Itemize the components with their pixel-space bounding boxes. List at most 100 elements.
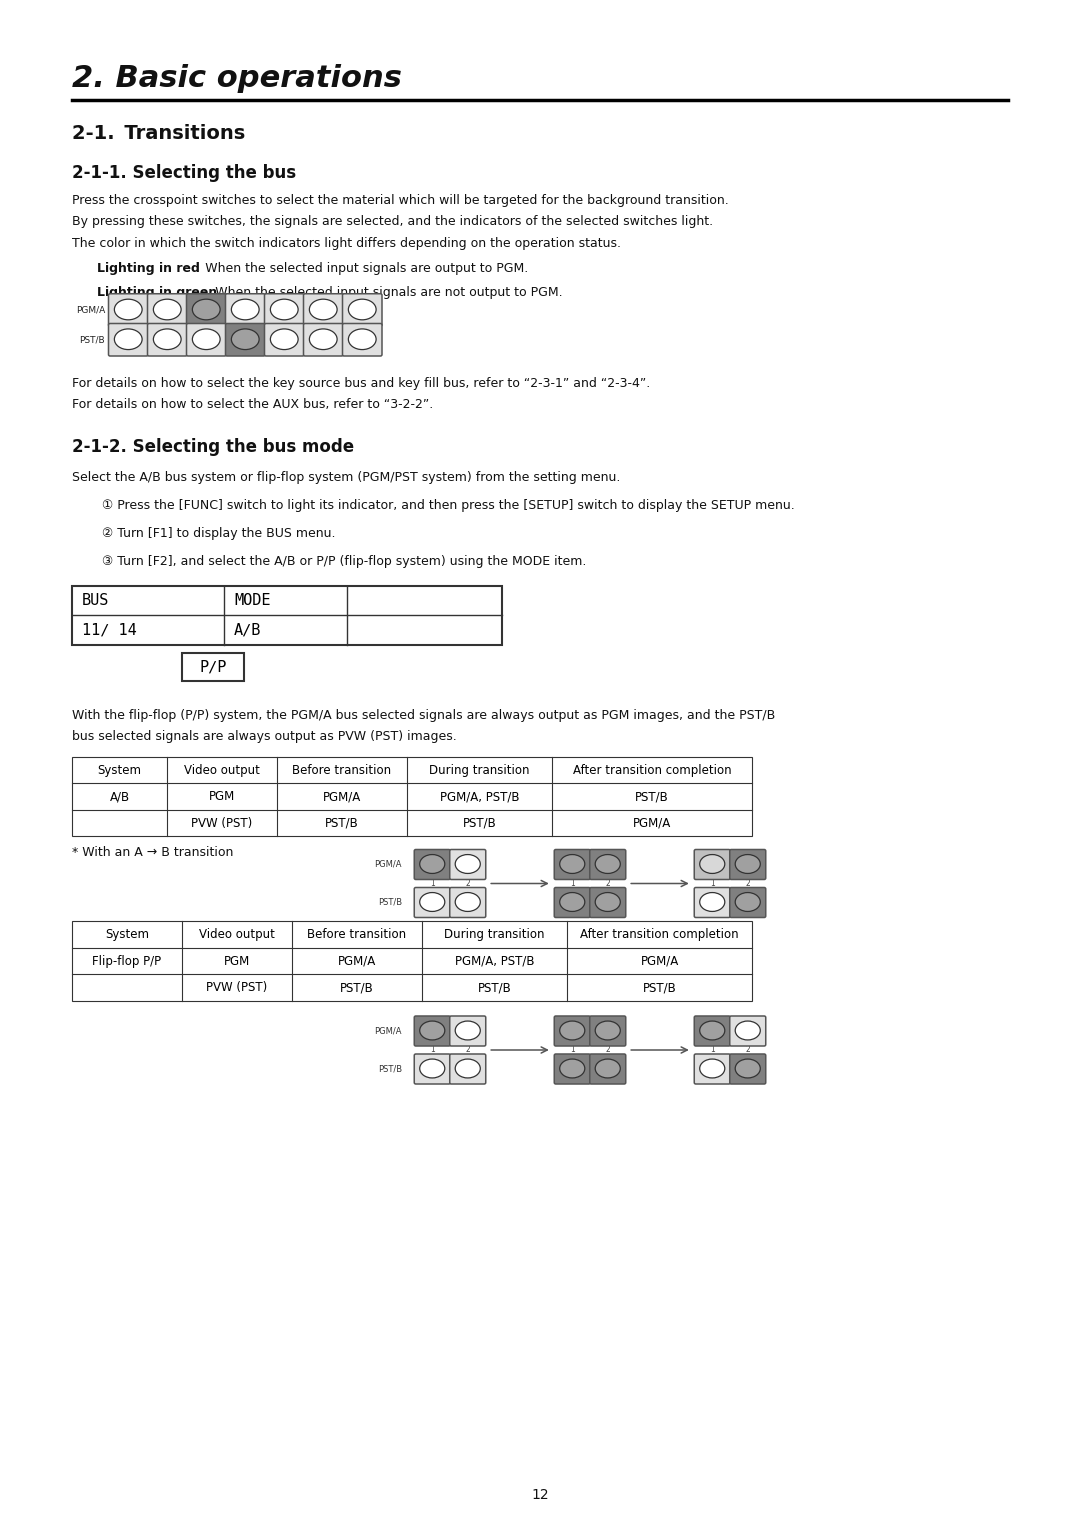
Ellipse shape xyxy=(231,329,259,349)
Text: 1: 1 xyxy=(710,879,715,888)
Text: A∕B: A∕B xyxy=(234,623,261,637)
FancyBboxPatch shape xyxy=(554,1055,591,1084)
Ellipse shape xyxy=(349,329,376,349)
Ellipse shape xyxy=(455,1021,481,1039)
FancyBboxPatch shape xyxy=(449,1055,486,1084)
Text: PGM/A: PGM/A xyxy=(323,791,361,803)
FancyBboxPatch shape xyxy=(449,887,486,917)
Ellipse shape xyxy=(559,855,584,873)
FancyBboxPatch shape xyxy=(148,294,187,326)
FancyBboxPatch shape xyxy=(415,849,450,879)
Ellipse shape xyxy=(270,299,298,320)
FancyBboxPatch shape xyxy=(730,887,766,917)
Text: 2: 2 xyxy=(606,1045,610,1055)
Text: 3: 3 xyxy=(203,328,210,337)
FancyBboxPatch shape xyxy=(694,1017,730,1045)
Text: :    When the selected input signals are output to PGM.: : When the selected input signals are ou… xyxy=(185,262,528,276)
Ellipse shape xyxy=(735,855,760,873)
Text: P∕P: P∕P xyxy=(200,660,227,675)
FancyBboxPatch shape xyxy=(590,849,625,879)
Ellipse shape xyxy=(231,299,259,320)
Ellipse shape xyxy=(309,329,337,349)
Text: 2-1. Transitions: 2-1. Transitions xyxy=(72,123,245,143)
FancyBboxPatch shape xyxy=(730,1017,766,1045)
Text: 5: 5 xyxy=(282,328,287,337)
Text: 2. Basic operations: 2. Basic operations xyxy=(72,64,402,93)
FancyBboxPatch shape xyxy=(108,294,148,326)
FancyBboxPatch shape xyxy=(415,887,450,917)
Text: * With an A → B transition: * With an A → B transition xyxy=(72,846,233,860)
FancyBboxPatch shape xyxy=(590,1055,625,1084)
Text: Flip-flop P/P: Flip-flop P/P xyxy=(93,954,162,968)
Text: PST/B: PST/B xyxy=(635,791,669,803)
FancyBboxPatch shape xyxy=(554,1017,591,1045)
Text: 2: 2 xyxy=(745,879,751,888)
Ellipse shape xyxy=(700,893,725,911)
Text: A/B: A/B xyxy=(109,791,130,803)
Text: PGM/A: PGM/A xyxy=(640,954,678,968)
Ellipse shape xyxy=(420,855,445,873)
Text: Press the crosspoint switches to select the material which will be targeted for : Press the crosspoint switches to select … xyxy=(72,194,729,207)
Text: During transition: During transition xyxy=(429,764,530,777)
Text: 4: 4 xyxy=(242,328,248,337)
Text: 11∕ 14: 11∕ 14 xyxy=(82,623,137,637)
Text: PGM/A, PST/B: PGM/A, PST/B xyxy=(440,791,519,803)
Ellipse shape xyxy=(735,893,760,911)
FancyBboxPatch shape xyxy=(449,849,486,879)
Ellipse shape xyxy=(270,329,298,349)
Text: bus selected signals are always output as PVW (PST) images.: bus selected signals are always output a… xyxy=(72,730,457,744)
Text: PGM/A, PST/B: PGM/A, PST/B xyxy=(455,954,535,968)
Text: After transition completion: After transition completion xyxy=(572,764,731,777)
Ellipse shape xyxy=(455,1059,481,1077)
Text: 1: 1 xyxy=(430,879,434,888)
FancyBboxPatch shape xyxy=(342,323,382,357)
Text: PGM/A: PGM/A xyxy=(338,954,376,968)
Text: 2-1-2. Selecting the bus mode: 2-1-2. Selecting the bus mode xyxy=(72,437,354,456)
Text: PGM/A: PGM/A xyxy=(76,305,105,314)
Text: 12: 12 xyxy=(531,1487,549,1503)
Text: Video output: Video output xyxy=(184,764,260,777)
Text: 1: 1 xyxy=(125,328,131,337)
FancyBboxPatch shape xyxy=(187,323,226,357)
Text: PST/B: PST/B xyxy=(340,981,374,994)
Text: 2: 2 xyxy=(745,1045,751,1055)
FancyBboxPatch shape xyxy=(108,323,148,357)
Ellipse shape xyxy=(114,299,143,320)
Ellipse shape xyxy=(153,299,181,320)
FancyBboxPatch shape xyxy=(226,323,265,357)
Text: System: System xyxy=(97,764,141,777)
Text: Lighting in red: Lighting in red xyxy=(97,262,200,276)
Text: Before transition: Before transition xyxy=(293,764,392,777)
Text: Lighting in green: Lighting in green xyxy=(97,287,217,299)
Text: MODE: MODE xyxy=(234,593,270,608)
Text: During transition: During transition xyxy=(444,928,544,942)
FancyBboxPatch shape xyxy=(694,887,730,917)
Text: For details on how to select the key source bus and key fill bus, refer to “2-3-: For details on how to select the key sou… xyxy=(72,376,650,390)
Ellipse shape xyxy=(595,893,620,911)
Ellipse shape xyxy=(735,1059,760,1077)
Ellipse shape xyxy=(559,893,584,911)
Ellipse shape xyxy=(595,1059,620,1077)
Text: PST/B: PST/B xyxy=(462,817,497,829)
Text: 6: 6 xyxy=(321,328,326,337)
Ellipse shape xyxy=(153,329,181,349)
FancyBboxPatch shape xyxy=(303,323,343,357)
Text: 1: 1 xyxy=(430,1045,434,1055)
Ellipse shape xyxy=(114,329,143,349)
FancyBboxPatch shape xyxy=(694,1055,730,1084)
Text: For details on how to select the AUX bus, refer to “3-2-2”.: For details on how to select the AUX bus… xyxy=(72,398,433,411)
Text: PST/B: PST/B xyxy=(477,981,511,994)
Text: PST/B: PST/B xyxy=(378,898,402,907)
FancyBboxPatch shape xyxy=(265,294,303,326)
Text: PGM/A: PGM/A xyxy=(375,860,402,869)
Text: :  When the selected input signals are not output to PGM.: : When the selected input signals are no… xyxy=(203,287,563,299)
Ellipse shape xyxy=(595,1021,620,1039)
Text: By pressing these switches, the signals are selected, and the indicators of the : By pressing these switches, the signals … xyxy=(72,215,713,229)
Text: 1: 1 xyxy=(570,879,575,888)
Bar xyxy=(72,757,752,837)
Bar xyxy=(72,587,502,645)
Text: PST/B: PST/B xyxy=(79,335,105,344)
Text: 2: 2 xyxy=(465,879,470,888)
Text: PST/B: PST/B xyxy=(325,817,359,829)
Ellipse shape xyxy=(192,329,220,349)
